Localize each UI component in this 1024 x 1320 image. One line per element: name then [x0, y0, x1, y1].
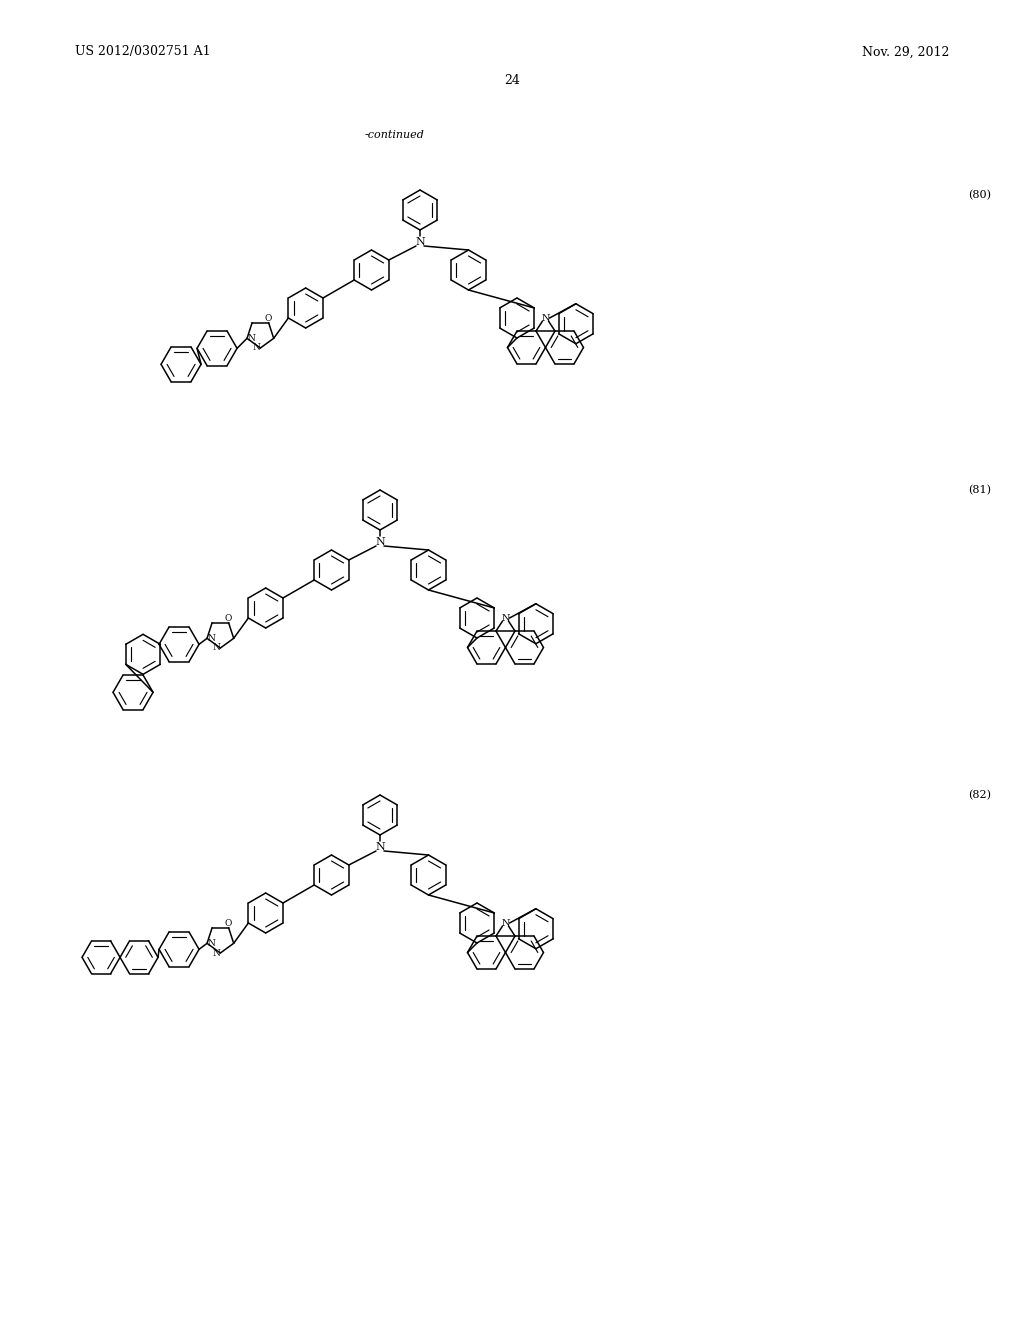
- Text: O: O: [225, 614, 232, 623]
- Text: (82): (82): [969, 789, 991, 800]
- Text: N: N: [501, 919, 510, 928]
- Text: N: N: [501, 614, 510, 623]
- Text: O: O: [265, 314, 272, 323]
- Text: N: N: [212, 949, 220, 957]
- Text: (81): (81): [969, 484, 991, 495]
- Text: -continued: -continued: [366, 129, 425, 140]
- Text: Nov. 29, 2012: Nov. 29, 2012: [861, 45, 949, 58]
- Text: N: N: [212, 644, 220, 652]
- Text: N: N: [375, 537, 385, 546]
- Text: 24: 24: [504, 74, 520, 87]
- Text: N: N: [207, 634, 215, 643]
- Text: N: N: [253, 343, 260, 352]
- Text: N: N: [207, 939, 215, 948]
- Text: (80): (80): [969, 190, 991, 201]
- Text: O: O: [225, 919, 232, 928]
- Text: N: N: [375, 842, 385, 851]
- Text: N: N: [415, 238, 425, 247]
- Text: US 2012/0302751 A1: US 2012/0302751 A1: [75, 45, 211, 58]
- Text: N: N: [247, 334, 255, 343]
- Text: N: N: [542, 314, 550, 322]
